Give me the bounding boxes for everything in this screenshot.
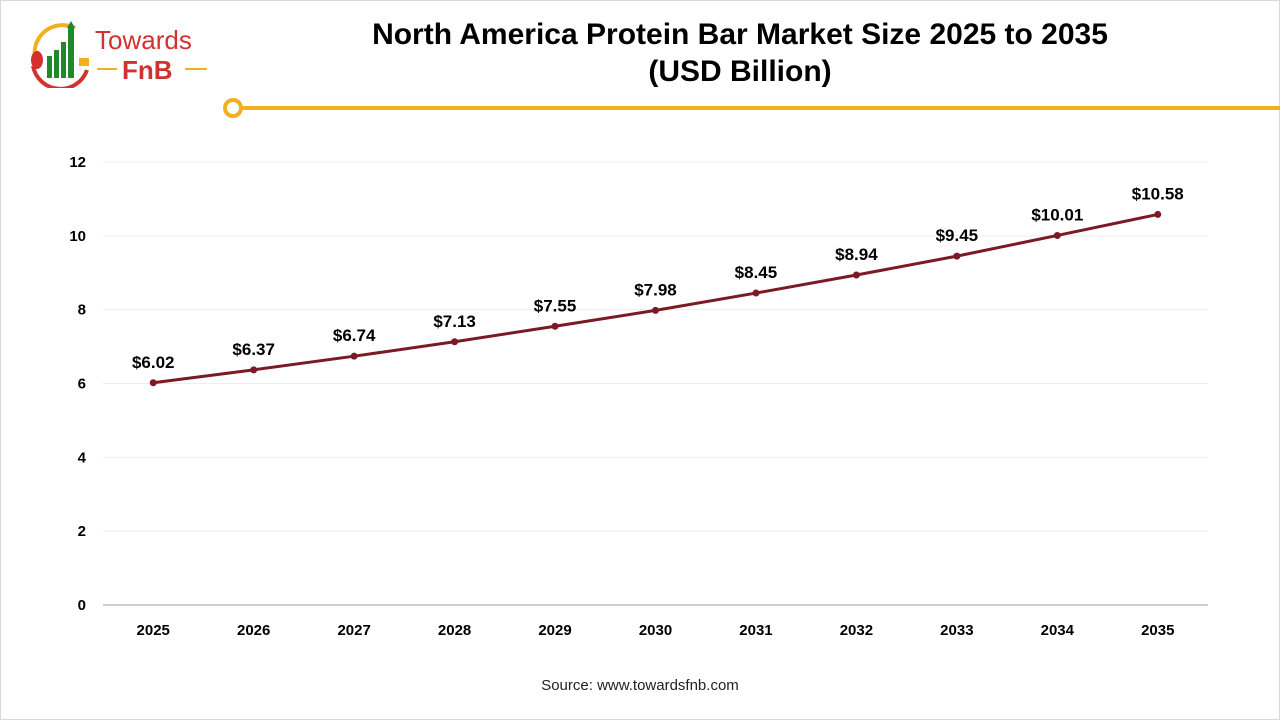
data-label: $9.45 (936, 226, 979, 245)
chart-title-main: North America Protein Bar Market Size 20… (372, 18, 1108, 51)
data-point (149, 379, 157, 387)
chart-title: North America Protein Bar Market Size 20… (300, 16, 1180, 90)
data-point (1154, 210, 1162, 218)
source-note: Source: www.towardsfnb.com (541, 677, 739, 694)
x-tick-label: 2034 (1041, 622, 1075, 639)
x-tick-label: 2026 (237, 622, 270, 639)
data-point (953, 252, 961, 260)
data-label: $7.13 (433, 312, 476, 331)
x-tick-label: 2028 (438, 622, 471, 639)
svg-text:Towards: Towards (95, 25, 192, 55)
towards-fnb-logo: Towards FnB (31, 21, 207, 88)
data-point (350, 352, 358, 360)
accent-circle (223, 98, 243, 118)
x-tick-label: 2027 (337, 622, 370, 639)
data-label: $8.94 (835, 245, 878, 264)
data-label: $6.37 (232, 340, 275, 359)
data-label: $6.02 (132, 353, 175, 372)
y-tick-label: 12 (69, 154, 86, 171)
y-tick-label: 0 (78, 597, 86, 614)
x-tick-label: 2033 (940, 622, 973, 639)
chart-subtitle: (USD Billion) (648, 55, 832, 88)
data-point (652, 306, 659, 314)
data-label: $8.45 (735, 263, 778, 282)
x-tick-label: 2032 (840, 622, 873, 639)
data-point (1053, 231, 1061, 239)
x-tick-label: 2025 (137, 622, 170, 639)
y-tick-label: 8 (78, 302, 86, 319)
data-point (852, 271, 860, 279)
x-tick-label: 2031 (739, 622, 772, 639)
data-label: $10.58 (1132, 184, 1184, 203)
x-tick-label: 2035 (1141, 622, 1174, 639)
data-label: $6.74 (333, 326, 376, 345)
y-tick-label: 2 (78, 523, 86, 540)
y-tick-label: 6 (78, 376, 86, 393)
data-label: $10.01 (1031, 205, 1083, 224)
x-tick-label: 2030 (639, 622, 672, 639)
data-label: $7.98 (634, 280, 677, 299)
y-tick-label: 10 (69, 228, 86, 245)
data-point (752, 289, 760, 297)
data-label: $7.55 (534, 296, 577, 315)
data-point (551, 322, 559, 330)
data-point (451, 338, 459, 346)
x-tick-label: 2029 (538, 622, 571, 639)
svg-text:FnB: FnB (122, 55, 173, 85)
data-point (250, 366, 258, 374)
y-tick-label: 4 (78, 449, 87, 466)
